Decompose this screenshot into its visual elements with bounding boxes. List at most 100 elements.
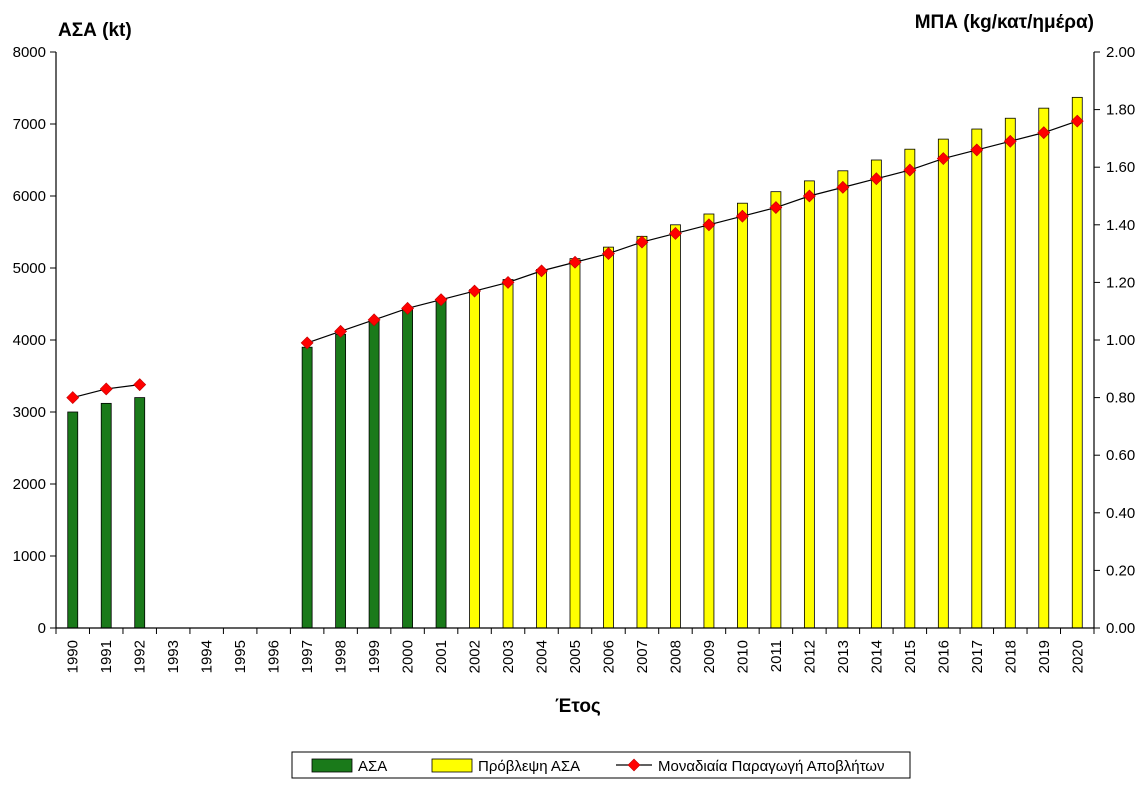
x-tick-label: 1994 <box>199 640 216 673</box>
x-tick-label: 2000 <box>400 640 417 673</box>
forecast-bar <box>670 224 681 629</box>
x-tick-label: 2004 <box>534 640 551 673</box>
unit-production-point <box>434 293 448 307</box>
x-tick-label: 2017 <box>969 640 986 673</box>
unit-production-point <box>1003 134 1017 148</box>
legend-swatch <box>311 758 353 773</box>
unit-production-point <box>936 152 950 165</box>
unit-production-point <box>836 180 850 194</box>
x-tick-label: 2006 <box>600 640 617 673</box>
legend: ΑΣΑ Πρόβλεψη ΑΣΑ Μοναδιαία Παραγωγή Αποβλή… <box>291 751 911 779</box>
forecast-bar <box>703 213 715 629</box>
unit-production-point <box>535 264 548 278</box>
x-tick-label: 1995 <box>232 640 249 673</box>
y-left-tick-label: 1000 <box>13 548 46 565</box>
unit-production-point <box>334 324 348 338</box>
unit-production-point <box>702 218 716 232</box>
forecast-bar <box>636 235 648 629</box>
forecast-bar <box>737 202 748 629</box>
x-tick-label: 2005 <box>567 640 584 673</box>
y-left-tick-label: 7000 <box>13 116 46 133</box>
forecast-bar <box>1071 96 1083 629</box>
unit-production-point <box>869 172 883 186</box>
asa-bar <box>67 411 79 629</box>
x-tick-label: 2009 <box>701 640 718 673</box>
asa-bar <box>402 307 413 629</box>
x-tick-label: 1991 <box>98 640 115 673</box>
y-right-tick-label: 0.40 <box>1106 505 1135 522</box>
x-tick-label: 2010 <box>734 640 751 673</box>
x-tick-label: 1999 <box>366 640 383 673</box>
forecast-bar <box>837 170 849 629</box>
forecast-bar <box>469 289 480 629</box>
unit-production-point <box>501 275 515 289</box>
y-right-tick-label: 0.20 <box>1106 562 1135 579</box>
x-tick-label: 2012 <box>801 640 818 673</box>
unit-production-line <box>306 120 1078 344</box>
unit-production-point <box>133 378 147 392</box>
unit-production-point <box>66 391 80 405</box>
y-left-tick-label: 3000 <box>13 404 46 421</box>
unit-production-point <box>468 284 481 298</box>
forecast-bar <box>870 159 882 629</box>
x-tick-label: 2014 <box>868 640 885 673</box>
axes-layer: 0 1000 2000 3000 4000 5000 6000 7000 8000 0.00 0.2… <box>13 44 1136 673</box>
unit-production-point <box>1070 114 1084 128</box>
unit-production-point <box>970 143 984 157</box>
y-right-tick-label: 0.80 <box>1106 390 1135 407</box>
unit-production-point <box>769 201 783 214</box>
x-tick-label: 2018 <box>1002 640 1019 673</box>
y-right-tick-label: 1.20 <box>1106 274 1135 291</box>
x-tick-label: 2007 <box>634 640 651 673</box>
asa-bar <box>301 346 313 629</box>
y-right-axis-title: ΜΠΑ (kg/κατ/ημέρα) <box>915 12 1094 33</box>
asa-bar <box>368 320 380 629</box>
forecast-bar <box>904 148 916 629</box>
unit-production-point <box>903 163 917 177</box>
y-left-tick-label: 6000 <box>13 188 46 205</box>
legend-label: ΑΣΑ <box>358 758 387 775</box>
y-right-tick-label: 1.80 <box>1106 102 1135 119</box>
y-left-tick-label: 4000 <box>13 332 46 349</box>
x-tick-label: 2001 <box>433 640 450 673</box>
unit-production-point <box>735 209 749 223</box>
y-left-tick-label: 5000 <box>13 260 46 277</box>
x-tick-label: 2003 <box>500 640 517 673</box>
x-tick-label: 2015 <box>902 640 919 673</box>
y-left-tick-label: 2000 <box>13 476 46 493</box>
y-right-tick-label: 0.60 <box>1106 447 1135 464</box>
x-tick-label: 1993 <box>165 640 182 673</box>
forecast-bar <box>502 279 514 629</box>
x-axis-title: Έτος <box>555 696 601 717</box>
legend-label: Μοναδιαία Παραγωγή Αποβλήτων <box>658 758 885 775</box>
unit-production-point <box>401 301 415 315</box>
legend-marker <box>627 758 641 772</box>
forecast-bar <box>536 269 547 629</box>
unit-production-point <box>1037 126 1051 140</box>
y-right-tick-label: 1.00 <box>1106 332 1135 349</box>
forecast-bar <box>603 246 614 629</box>
forecast-bar <box>569 258 581 629</box>
x-tick-label: 1992 <box>132 640 149 673</box>
unit-production-point <box>669 227 682 240</box>
asa-bar <box>134 397 146 629</box>
unit-production-point <box>602 247 615 261</box>
line-layer <box>66 114 1084 405</box>
x-tick-label: 1997 <box>299 640 316 673</box>
asa-bar <box>335 333 347 629</box>
asa-bar <box>100 402 112 629</box>
unit-production-point <box>635 235 649 249</box>
legend-box <box>291 751 911 779</box>
x-tick-label: 2019 <box>1036 640 1053 673</box>
y-left-tick-label: 0 <box>38 620 46 637</box>
x-tick-label: 2013 <box>835 640 852 673</box>
forecast-bar <box>1004 117 1016 629</box>
unit-production-point <box>568 255 582 269</box>
legend-label: Πρόβλεψη ΑΣΑ <box>478 758 580 775</box>
forecast-bar <box>1038 107 1050 629</box>
legend-swatch <box>431 758 473 773</box>
y-right-tick-label: 2.00 <box>1106 44 1135 61</box>
y-left-tick-label: 8000 <box>13 44 46 61</box>
x-tick-label: 1998 <box>333 640 350 673</box>
